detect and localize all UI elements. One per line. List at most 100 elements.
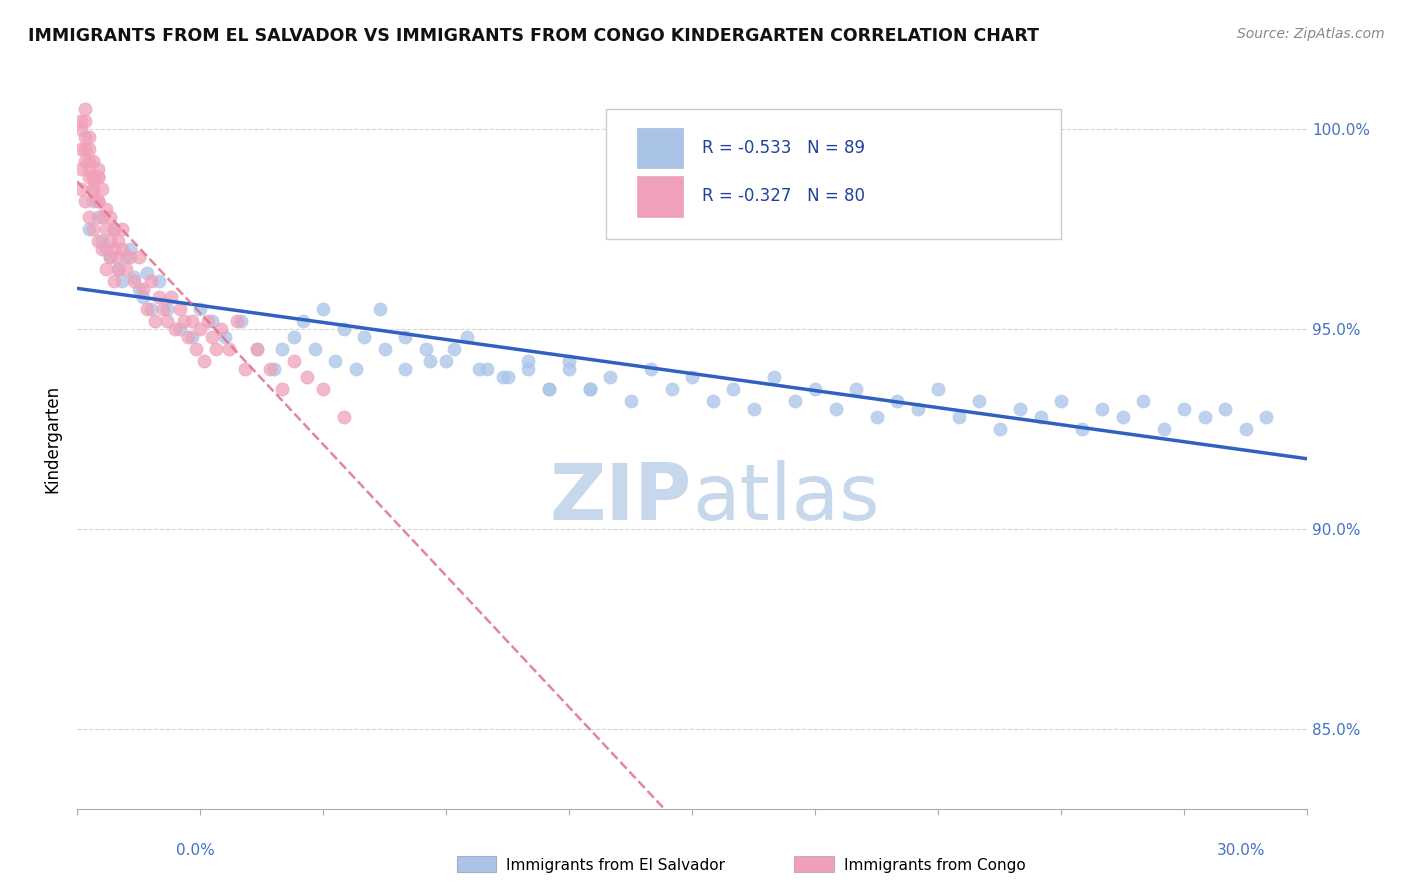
Point [312, 301, 335, 316]
Point [82, 169, 104, 184]
Point [214, 329, 236, 343]
Point [434, 353, 457, 368]
Point [111, 242, 134, 256]
Point [640, 361, 662, 376]
Point [325, 353, 347, 368]
Point [173, 314, 195, 328]
Point [131, 282, 153, 296]
Point [160, 290, 183, 304]
Point [578, 382, 600, 396]
Point [98, 234, 121, 248]
Point [169, 301, 191, 316]
Point [79, 161, 101, 176]
Point [517, 361, 540, 376]
Point [107, 250, 129, 264]
Point [804, 382, 827, 396]
Point [193, 353, 215, 368]
Point [143, 314, 166, 328]
Point [332, 409, 354, 424]
Point [415, 342, 437, 356]
Point [70, 121, 93, 136]
Point [443, 342, 465, 356]
Point [259, 361, 281, 376]
Point [86, 161, 108, 176]
Point [107, 261, 129, 276]
Point [86, 169, 108, 184]
Point [229, 314, 252, 328]
Point [75, 129, 97, 144]
Point [201, 329, 224, 343]
Point [124, 269, 146, 284]
Point [86, 194, 108, 208]
Point [103, 242, 125, 256]
Point [107, 234, 129, 248]
Point [79, 221, 101, 235]
Point [128, 282, 150, 296]
Point [197, 314, 219, 328]
Point [578, 382, 600, 396]
Point [283, 353, 305, 368]
Point [742, 401, 765, 416]
Point [661, 382, 683, 396]
Point [75, 194, 97, 208]
Point [558, 353, 581, 368]
Point [75, 102, 97, 116]
Point [107, 261, 129, 276]
Point [374, 342, 396, 356]
Point [332, 321, 354, 335]
Text: 30.0%: 30.0% [1218, 843, 1265, 858]
Point [1254, 409, 1277, 424]
Text: Immigrants from Congo: Immigrants from Congo [844, 858, 1025, 872]
Point [312, 382, 335, 396]
Point [79, 169, 101, 184]
Point [681, 369, 703, 384]
Point [90, 234, 112, 248]
Point [120, 242, 142, 256]
Point [120, 250, 142, 264]
Point [70, 161, 93, 176]
Point [86, 234, 108, 248]
Point [180, 314, 202, 328]
Point [156, 314, 179, 328]
Point [205, 342, 228, 356]
Point [148, 290, 170, 304]
Point [188, 301, 211, 316]
Point [111, 274, 134, 288]
Bar [637, 176, 683, 217]
Point [271, 342, 294, 356]
Point [82, 153, 104, 168]
Point [82, 169, 104, 184]
Point [139, 274, 162, 288]
Point [492, 369, 515, 384]
Point [824, 401, 846, 416]
Point [156, 301, 179, 316]
Point [131, 290, 153, 304]
Point [86, 210, 108, 224]
Point [94, 242, 117, 256]
Point [128, 250, 150, 264]
Point [86, 169, 108, 184]
Point [370, 301, 392, 316]
Point [304, 342, 326, 356]
Text: IMMIGRANTS FROM EL SALVADOR VS IMMIGRANTS FROM CONGO KINDERGARTEN CORRELATION CH: IMMIGRANTS FROM EL SALVADOR VS IMMIGRANT… [28, 27, 1039, 45]
Point [845, 382, 868, 396]
Point [103, 274, 125, 288]
Point [558, 361, 581, 376]
Point [82, 181, 104, 195]
Point [619, 393, 641, 408]
Point [1194, 409, 1216, 424]
Point [94, 261, 117, 276]
Point [537, 382, 560, 396]
Point [456, 329, 478, 343]
Point [115, 261, 138, 276]
Point [135, 301, 157, 316]
Point [70, 142, 93, 156]
Point [721, 382, 744, 396]
Point [188, 321, 211, 335]
Point [702, 393, 724, 408]
Point [184, 342, 207, 356]
Point [98, 250, 121, 264]
Text: R = -0.327   N = 80: R = -0.327 N = 80 [702, 187, 865, 205]
Point [1091, 401, 1114, 416]
Point [75, 142, 97, 156]
